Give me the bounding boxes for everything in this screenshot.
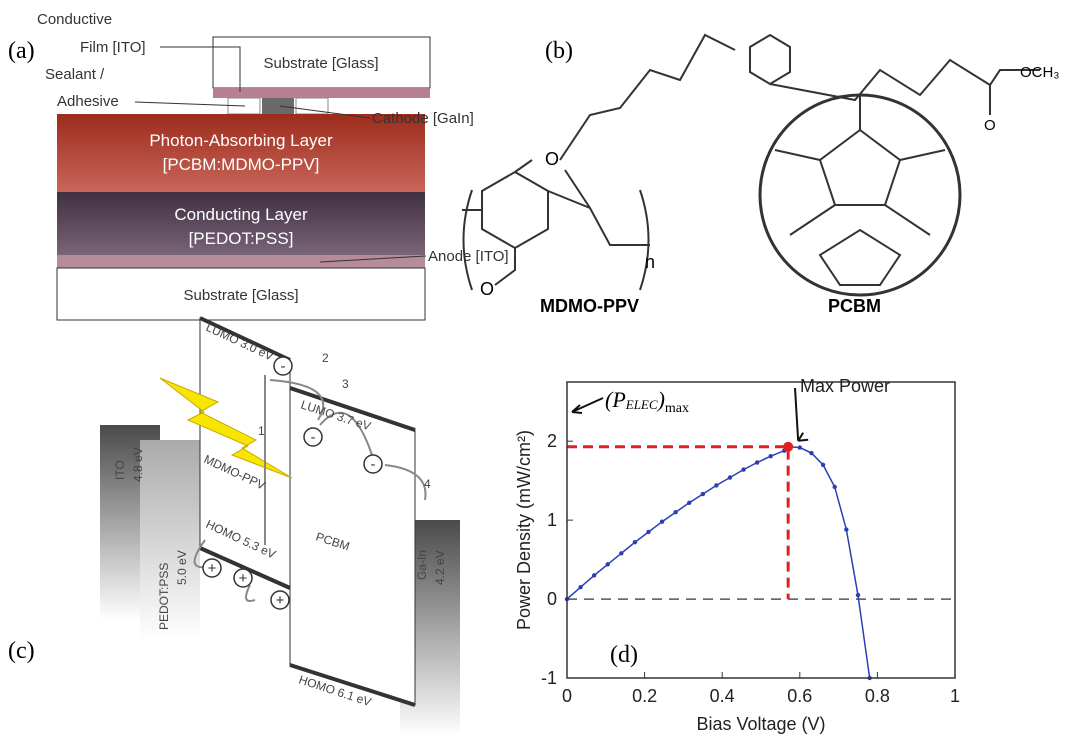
data-point <box>821 463 825 467</box>
step-number: 2 <box>322 351 329 365</box>
electrode-label: 5.0 eV <box>175 550 189 585</box>
callout: Adhesive <box>57 93 119 110</box>
data-point <box>578 585 582 589</box>
data-point <box>633 540 637 544</box>
plot-frame <box>567 382 955 678</box>
layer-label: Substrate [Glass] <box>183 287 298 304</box>
layer-label: Substrate [Glass] <box>263 55 378 72</box>
electrode-label: 4.8 eV <box>131 447 145 482</box>
phenyl <box>750 35 790 84</box>
photon-layer <box>57 114 425 192</box>
charge: + <box>208 560 217 577</box>
data-point <box>701 492 705 496</box>
fullerene-face <box>820 230 900 285</box>
x-tick-label: 0.4 <box>710 686 735 706</box>
y-tick-label: 1 <box>547 510 557 530</box>
data-point <box>714 483 718 487</box>
x-tick-label: 1 <box>950 686 960 706</box>
atom: O <box>545 149 559 169</box>
x-tick-label: 0.8 <box>865 686 890 706</box>
ito-film <box>213 88 430 98</box>
data-point <box>769 454 773 458</box>
callout: Anode [ITO] <box>428 248 509 265</box>
layer-label: [PCBM:MDMO-PPV] <box>163 155 320 174</box>
panel-label: (c) <box>8 638 35 664</box>
panel-label: (b) <box>545 38 573 64</box>
step-number: 4 <box>424 477 431 491</box>
data-point <box>606 562 610 566</box>
benzene <box>482 172 548 248</box>
charge: + <box>276 592 285 609</box>
charge: - <box>281 358 286 375</box>
layer-label: Conducting Layer <box>174 205 308 224</box>
callout: Film [ITO] <box>80 39 146 56</box>
data-point <box>741 467 745 471</box>
charge: + <box>239 570 248 587</box>
y-tick-label: 0 <box>547 589 557 609</box>
max-guides <box>567 447 788 599</box>
annotation-part: max <box>665 401 689 416</box>
electrode-label: PEDOT:PSS <box>157 563 171 630</box>
layer-label: Photon-Absorbing Layer <box>149 131 333 150</box>
annotation-part: ELEC <box>625 397 658 412</box>
charge: - <box>371 456 376 473</box>
data-point <box>833 485 837 489</box>
panel-c: (c) LUMO 3.0 eV MDMO-PPV HOMO 5.3 eV LUM… <box>8 318 460 736</box>
electrode-label: 4.2 eV <box>433 550 447 585</box>
electrode-label: ITO <box>113 460 127 480</box>
max-point <box>783 442 793 452</box>
data-point <box>798 445 802 449</box>
layer-label: [PEDOT:PSS] <box>189 229 294 248</box>
panel-a: (a) Substrate [Glass] Photon-Absorbing L… <box>8 11 509 320</box>
annotation-arrow <box>572 398 603 413</box>
cathode <box>262 98 294 114</box>
atom: O <box>480 279 494 299</box>
annotation-part: (P <box>605 387 626 412</box>
y-tick-label: 2 <box>547 431 557 451</box>
annotation: Max Power <box>800 376 890 396</box>
data-point <box>728 475 732 479</box>
panel-label: (d) <box>610 642 638 668</box>
y-axis-title: Power Density (mW/cm²) <box>514 430 534 630</box>
data-point <box>687 501 691 505</box>
data-point <box>646 530 650 534</box>
data-point <box>809 451 813 455</box>
compound-name: PCBM <box>828 296 881 316</box>
step-number: 1 <box>258 424 265 438</box>
figure: (a) Substrate [Glass] Photon-Absorbing L… <box>0 0 1081 736</box>
data-point <box>673 510 677 514</box>
data-point <box>660 520 664 524</box>
data-point <box>844 527 848 531</box>
x-axis-title: Bias Voltage (V) <box>696 714 825 734</box>
step-number: 3 <box>342 377 349 391</box>
fullerene-face <box>820 130 900 205</box>
data-point <box>755 460 759 464</box>
y-tick-label: -1 <box>541 668 557 688</box>
callout: Cathode [GaIn] <box>372 110 474 127</box>
x-tick-label: 0 <box>562 686 572 706</box>
atom: OCH₃ <box>1020 64 1059 81</box>
repeat-unit: n <box>645 252 655 272</box>
panel-label: (a) <box>8 38 35 64</box>
brackets <box>464 190 649 290</box>
annotation: (PELEC)max <box>605 387 689 416</box>
compound-name: MDMO-PPV <box>540 296 639 316</box>
charge: - <box>311 429 316 446</box>
callout: Sealant / <box>45 66 105 83</box>
electrode-label: Ga-In <box>415 550 429 580</box>
anode <box>57 255 425 268</box>
data-point <box>619 551 623 555</box>
atom: O <box>984 117 996 134</box>
annotation-part: ) <box>656 387 665 412</box>
x-tick-label: 0.6 <box>787 686 812 706</box>
data-point <box>592 573 596 577</box>
callout: Conductive <box>37 11 112 28</box>
x-tick-label: 0.2 <box>632 686 657 706</box>
data-point <box>856 593 860 597</box>
panel-b: (b) O O n MDMO-PPV OCH₃ O PCBM <box>462 35 1059 316</box>
